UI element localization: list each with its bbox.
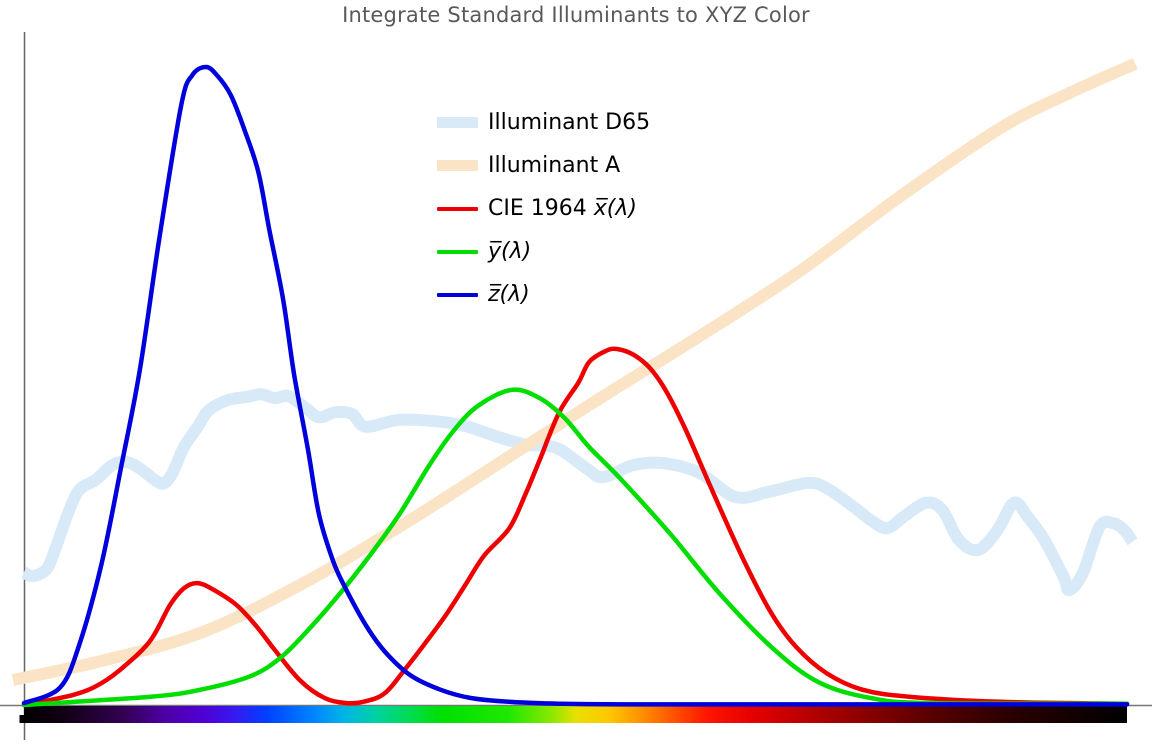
legend-swatch-xbar <box>437 206 478 211</box>
origin-tick <box>19 715 25 723</box>
legend-swatch-a <box>437 160 478 171</box>
ybar-curve <box>21 387 1130 708</box>
xbar-curve <box>21 346 1130 708</box>
legend-label-ybar: y̅(λ) <box>488 239 532 264</box>
spectrum-bar <box>24 706 1127 723</box>
legend-swatch-d65 <box>437 117 478 128</box>
legend: Illuminant D65 Illuminant A CIE 1964 x̅(… <box>437 101 650 316</box>
legend-row-illuminant-a: Illuminant A <box>437 144 650 187</box>
legend-row-ybar: y̅(λ) <box>437 230 650 273</box>
chart-title: Integrate Standard Illuminants to XYZ Co… <box>342 3 810 27</box>
legend-label-zbar: z̅(λ) <box>488 282 530 307</box>
legend-row-xbar: CIE 1964 x̅(λ) <box>437 187 650 230</box>
legend-row-zbar: z̅(λ) <box>437 273 650 316</box>
legend-label-xbar: CIE 1964 x̅(λ) <box>488 196 637 221</box>
legend-label-d65: Illuminant D65 <box>488 110 651 135</box>
zbar-curve <box>21 64 1130 707</box>
legend-swatch-zbar <box>437 292 478 297</box>
legend-label-a: Illuminant A <box>488 153 621 178</box>
illuminant-a-curve <box>11 58 1138 686</box>
illuminant-d65-curve <box>20 388 1138 597</box>
legend-swatch-ybar <box>437 249 478 254</box>
legend-row-illuminant-d65: Illuminant D65 <box>437 101 650 144</box>
